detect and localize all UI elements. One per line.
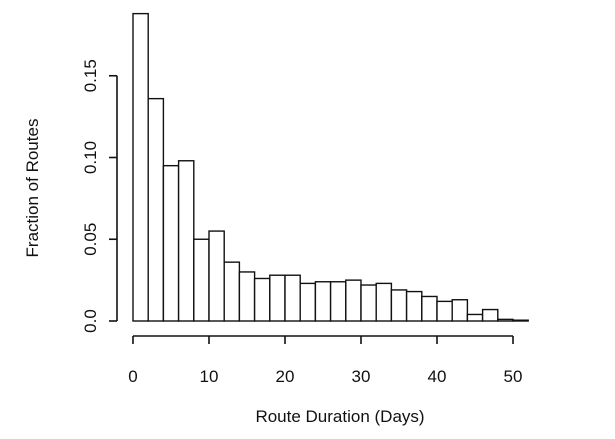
histogram-bar: [512, 319, 529, 322]
y-tick-label: 0.15: [81, 59, 100, 92]
y-axis-title: Fraction of Routes: [23, 119, 42, 258]
y-axis: 0.0 0.05 0.10 0.15: [81, 59, 118, 333]
histogram-bar: [375, 282, 393, 322]
histogram-bar: [314, 281, 332, 322]
histogram-bar: [390, 289, 408, 322]
histogram-bar: [284, 274, 301, 322]
y-tick-label: 0.10: [81, 141, 100, 174]
x-tick-label: 40: [428, 367, 447, 386]
x-tick-label: 20: [276, 367, 295, 386]
y-tick-label: 0.05: [81, 223, 100, 256]
x-axis: 0 10 20 30 40 50: [128, 335, 523, 386]
x-tick-label: 10: [200, 367, 219, 386]
histogram-bar: [451, 299, 469, 322]
histogram-bar: [193, 238, 210, 322]
histogram-bar: [436, 300, 453, 322]
histogram-bar: [329, 281, 347, 322]
histogram-bar: [360, 284, 377, 322]
x-axis-title: Route Duration (Days): [255, 407, 424, 426]
histogram-bar: [177, 160, 195, 322]
histogram-bar: [497, 318, 514, 322]
histogram-bar: [132, 12, 149, 322]
histogram-bar: [345, 279, 362, 322]
histogram-bar: [481, 308, 499, 322]
histogram-bars: [132, 12, 529, 322]
histogram-bar: [299, 282, 317, 322]
histogram-bar: [162, 164, 180, 322]
histogram-bar: [238, 271, 256, 322]
y-tick-label: 0.0: [81, 309, 100, 333]
histogram-bar: [421, 295, 438, 322]
x-tick-label: 50: [504, 367, 523, 386]
histogram-bar: [208, 230, 225, 322]
histogram-bar: [253, 277, 271, 322]
x-tick-label: 30: [352, 367, 371, 386]
histogram-bar: [466, 313, 484, 322]
histogram-bar: [223, 261, 241, 322]
histogram-bar: [147, 97, 165, 322]
histogram-bar: [405, 290, 423, 322]
x-tick-label: 0: [128, 367, 137, 386]
histogram-bar: [269, 274, 286, 322]
